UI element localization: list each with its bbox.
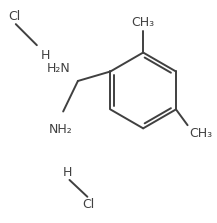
Text: H: H (41, 49, 50, 62)
Text: NH₂: NH₂ (49, 123, 73, 136)
Text: H₂N: H₂N (47, 62, 71, 75)
Text: Cl: Cl (9, 10, 21, 23)
Text: H: H (63, 166, 72, 179)
Text: Cl: Cl (82, 198, 95, 211)
Text: CH₃: CH₃ (132, 16, 155, 29)
Text: CH₃: CH₃ (190, 127, 213, 140)
